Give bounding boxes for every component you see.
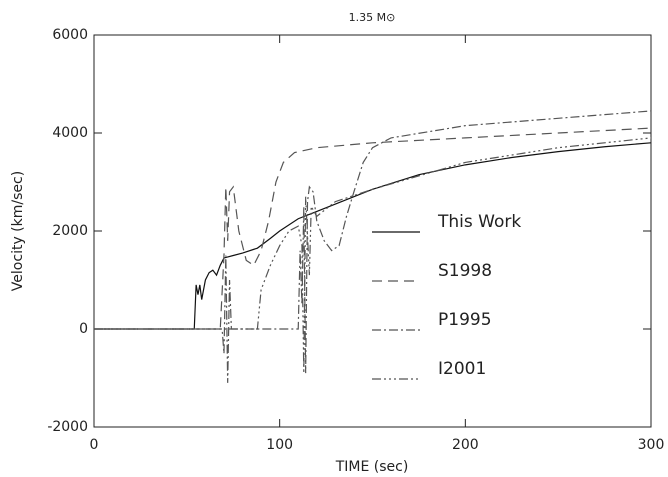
- legend-label: S1998: [438, 261, 492, 281]
- legend-label: This Work: [437, 212, 521, 232]
- series-line: [94, 110, 652, 383]
- y-tick-label: 2000: [52, 223, 88, 239]
- y-tick-label: 0: [79, 321, 88, 337]
- legend-label: P1995: [438, 310, 492, 330]
- x-tick-label: 0: [90, 437, 99, 453]
- series-line: [94, 142, 652, 330]
- series-line: [94, 127, 652, 330]
- y-tick-label: 4000: [52, 125, 88, 141]
- x-tick-label: 200: [452, 437, 479, 453]
- series-line: [94, 137, 652, 374]
- y-axis-label: Velocity (km/sec): [10, 171, 26, 291]
- y-tick-label: -2000: [47, 419, 88, 435]
- x-tick-label: 300: [638, 437, 665, 453]
- x-tick-label: 100: [266, 437, 293, 453]
- chart-title: 1.35 M⊙: [349, 11, 396, 24]
- plot-frame: [93, 34, 652, 428]
- x-axis-label: TIME (sec): [335, 459, 409, 475]
- y-tick-label: 6000: [52, 27, 88, 43]
- legend-label: I2001: [438, 359, 486, 379]
